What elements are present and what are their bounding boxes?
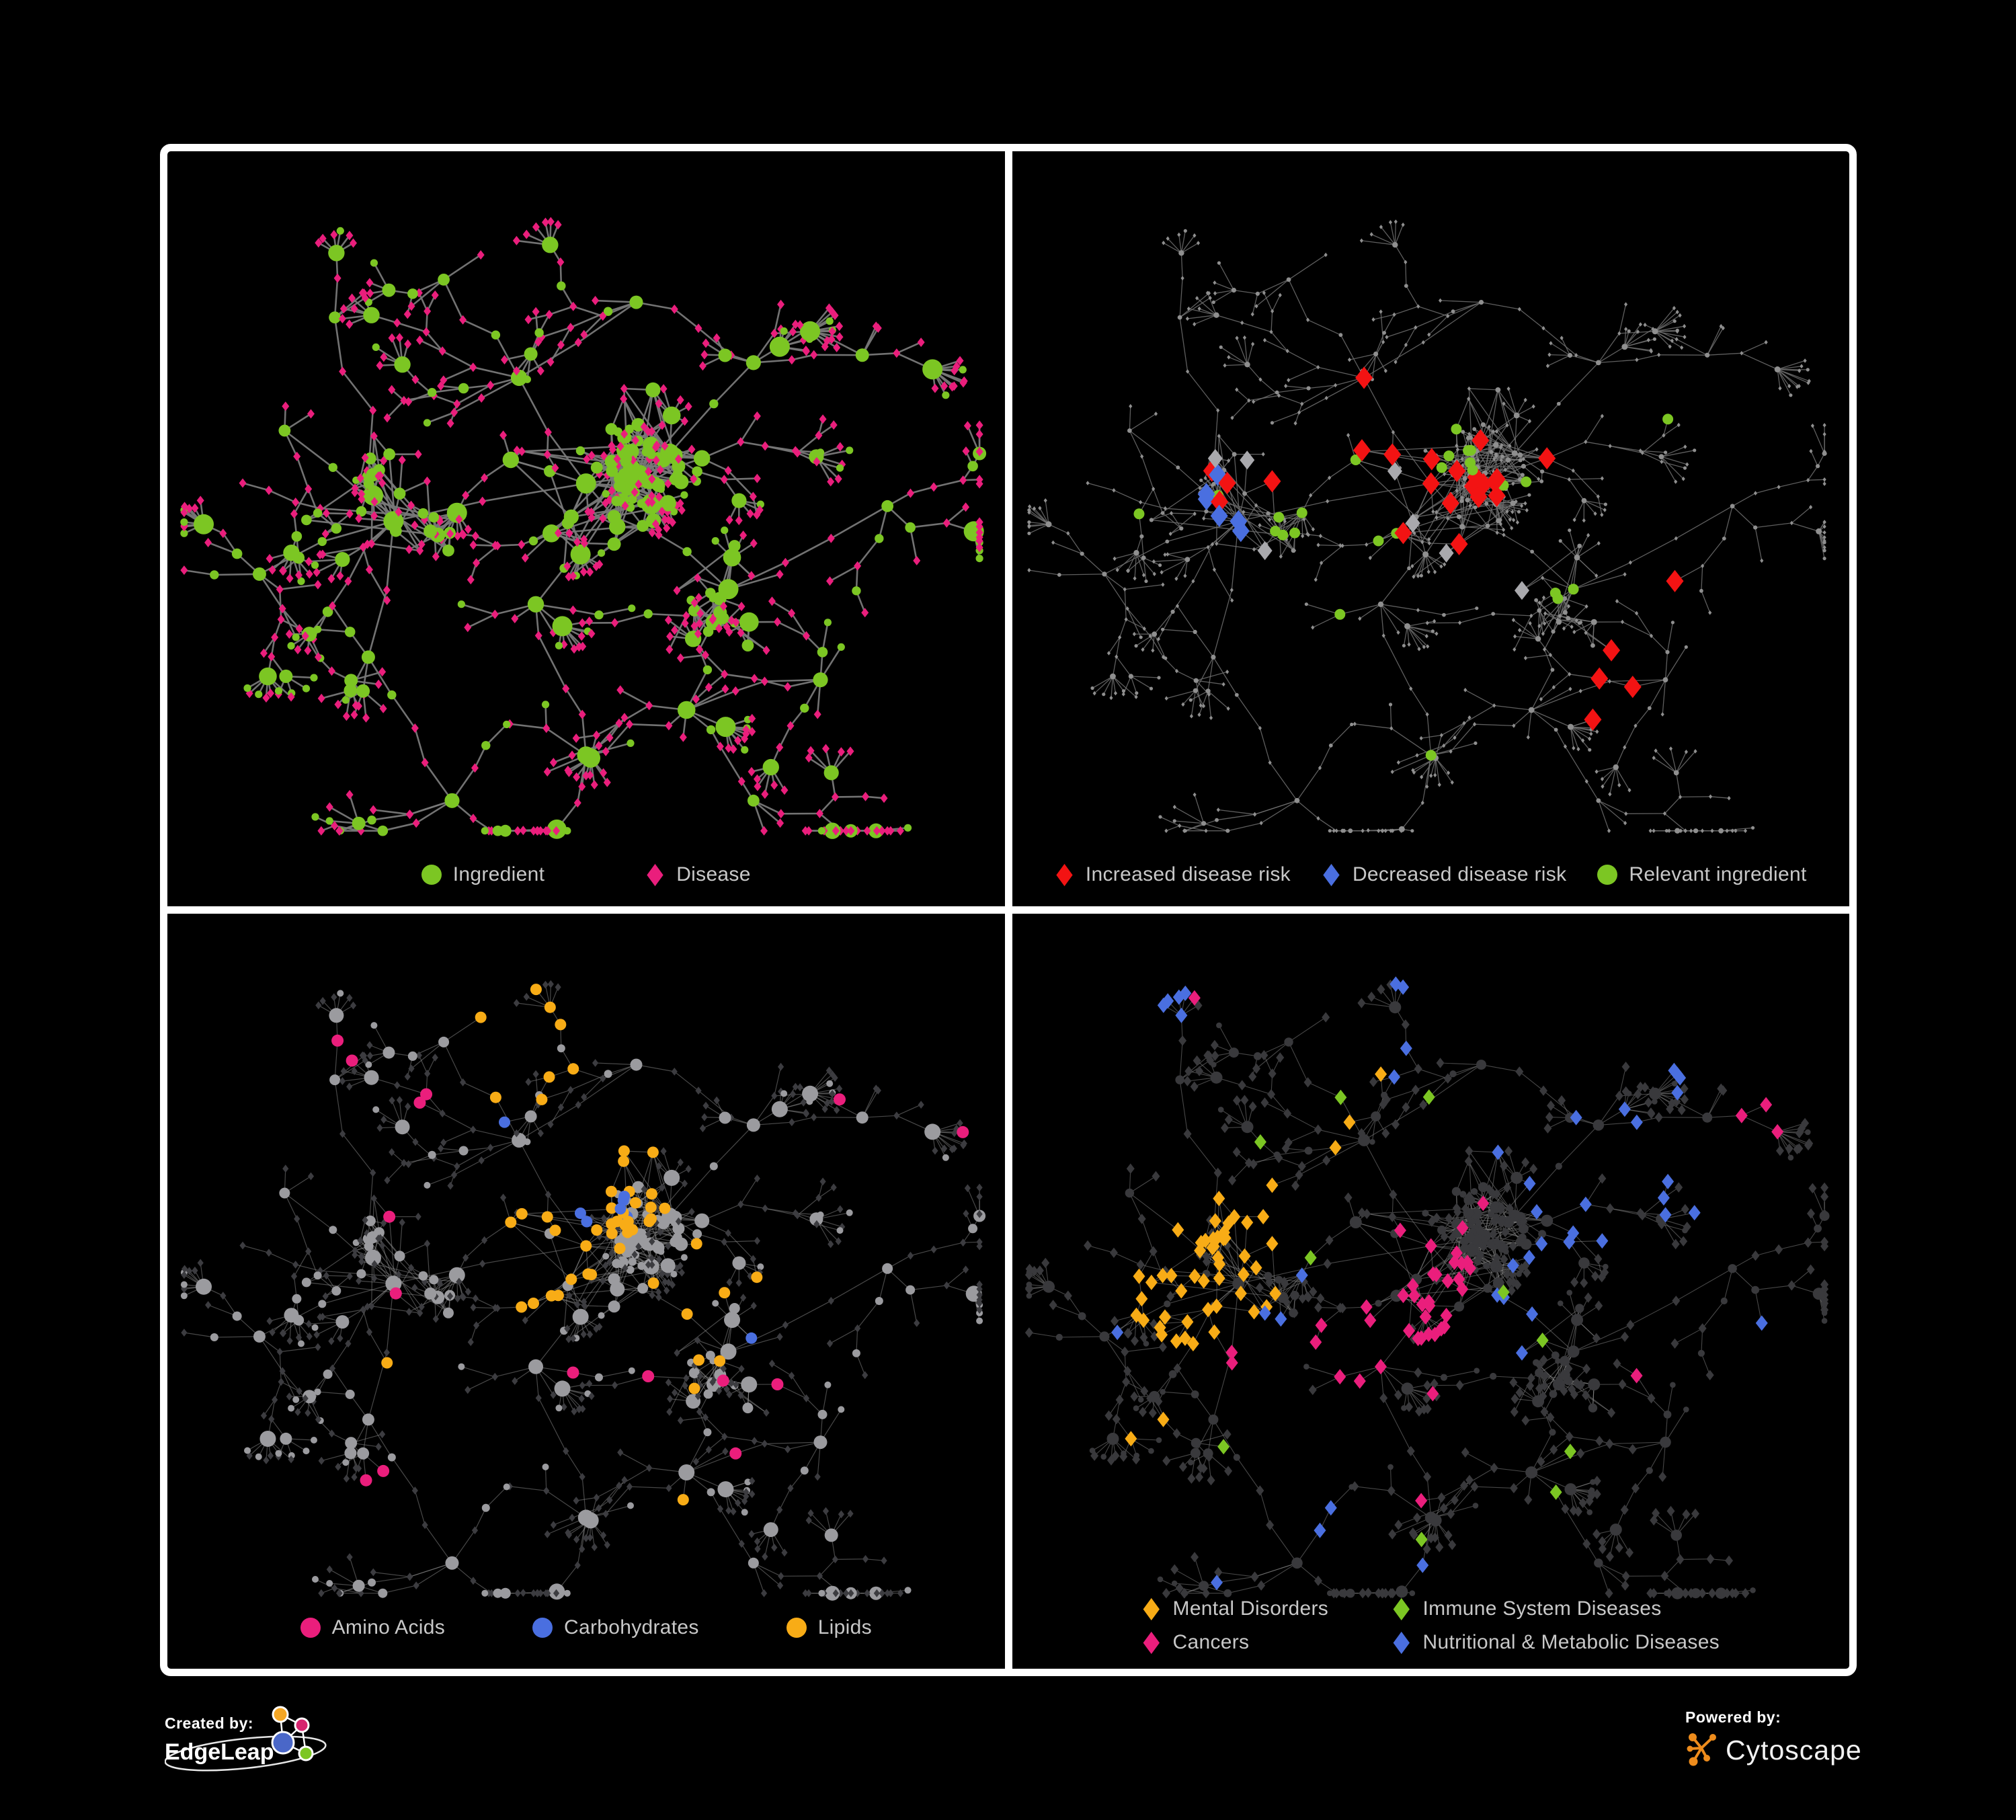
base-nodes-layer [1024, 979, 1830, 1599]
legend-circle-swatch-icon [421, 865, 442, 885]
edgeleap-logo: EdgeLeap [164, 1706, 327, 1772]
edges-layer [183, 221, 981, 832]
panel-ingredient-classes: Amino Acids Carbohydrates Lipids [167, 914, 1005, 1669]
highlight-nodes-layer [1133, 366, 1684, 761]
edges-layer [184, 984, 980, 1594]
disease-risk-network [1026, 219, 1827, 834]
legend-item-cancers: Cancers [1142, 1631, 1392, 1654]
legend-label: Increased disease risk [1085, 863, 1291, 885]
edgeleap-network-nodes-icon [271, 1706, 314, 1762]
legend-diamond-swatch-icon [1323, 863, 1340, 886]
base-nodes-layer [180, 980, 986, 1601]
legend-disease-risk: Increased disease risk Decreased disease … [1012, 863, 1850, 886]
disease-classes-network [1024, 976, 1830, 1599]
legend-label: Nutritional & Metabolic Diseases [1422, 1631, 1720, 1653]
legend-label: Decreased disease risk [1352, 863, 1567, 885]
legend-ingredient-classes: Amino Acids Carbohydrates Lipids [167, 1616, 1005, 1639]
edges-layer [1028, 984, 1825, 1594]
highlight-nodes-layer [1111, 976, 1783, 1591]
legend-diamond-swatch-icon [1143, 1631, 1160, 1654]
legend-item-disease: Disease [645, 863, 750, 886]
legend-item-increased-disease-risk: Increased disease risk [1055, 863, 1291, 886]
legend-circle-swatch-icon [786, 1618, 807, 1638]
legend-label: Mental Disorders [1172, 1597, 1329, 1620]
panel-ingredient-disease: Ingredient Disease [167, 151, 1005, 906]
cytoscape-icon-nodes [1687, 1733, 1716, 1766]
cytoscape-logo-icon [1687, 1733, 1716, 1766]
legend-ingredient-disease: Ingredient Disease [167, 863, 1005, 886]
legend-item-amino-acids: Amino Acids [300, 1616, 445, 1639]
base-nodes-layer [180, 216, 987, 839]
edgeleap-branding: Created by: EdgeLeap [164, 1700, 393, 1780]
created-by-label: Created by: [165, 1714, 254, 1732]
legend-disease-classes: Mental Disorders Immune System Diseases Ca… [1142, 1597, 1720, 1654]
legend-label: Ingredient [452, 863, 545, 885]
highlight-nodes-layer [331, 984, 969, 1506]
legend-item-lipids: Lipids [786, 1616, 872, 1639]
legend-item-carbohydrates: Carbohydrates [532, 1616, 699, 1639]
edgeleap-wordmark: EdgeLeap [165, 1739, 274, 1765]
edges-layer [1028, 221, 1825, 832]
legend-item-nutritional-metabolic-diseases: Nutritional & Metabolic Diseases [1392, 1631, 1720, 1654]
legend-item-decreased-disease-risk: Decreased disease risk [1322, 863, 1566, 886]
legend-item-ingredient: Ingredient [421, 863, 545, 886]
legend-circle-swatch-icon [1597, 865, 1618, 885]
legend-diamond-swatch-icon [1143, 1597, 1160, 1620]
legend-item-relevant-ingredient: Relevant ingredient [1597, 863, 1806, 886]
legend-circle-swatch-icon [532, 1618, 553, 1638]
legend-item-mental-disorders: Mental Disorders [1142, 1597, 1392, 1620]
legend-diamond-swatch-icon [1393, 1631, 1410, 1654]
base-nodes-layer [1026, 219, 1827, 834]
legend-label: Immune System Diseases [1422, 1597, 1662, 1620]
legend-label: Amino Acids [331, 1616, 445, 1638]
legend-diamond-swatch-icon [647, 863, 663, 886]
cytoscape-wordmark: Cytoscape [1726, 1734, 1862, 1766]
panel-disease-risk: Increased disease risk Decreased disease … [1012, 151, 1850, 906]
cytoscape-branding: Powered by: Cytoscape [1685, 1708, 1862, 1770]
legend-label: Relevant ingredient [1629, 863, 1807, 885]
legend-label: Disease [676, 863, 751, 885]
powered-by-label: Powered by: [1685, 1708, 1781, 1726]
legend-diamond-swatch-icon [1056, 863, 1073, 886]
ingredient-disease-network [180, 216, 987, 839]
legend-circle-swatch-icon [300, 1618, 321, 1638]
network-panels-grid: Ingredient Disease Increased disease risk… [160, 144, 1857, 1676]
legend-label: Cancers [1172, 1631, 1250, 1653]
panel-disease-classes: Mental Disorders Immune System Diseases Ca… [1012, 914, 1849, 1669]
edgeleap-swoosh-icon [164, 1735, 327, 1772]
legend-label: Carbohydrates [564, 1616, 699, 1638]
ingredient-classes-network [180, 980, 986, 1601]
legend-item-immune-system-diseases: Immune System Diseases [1392, 1597, 1720, 1620]
legend-label: Lipids [817, 1616, 872, 1638]
legend-diamond-swatch-icon [1393, 1597, 1410, 1620]
